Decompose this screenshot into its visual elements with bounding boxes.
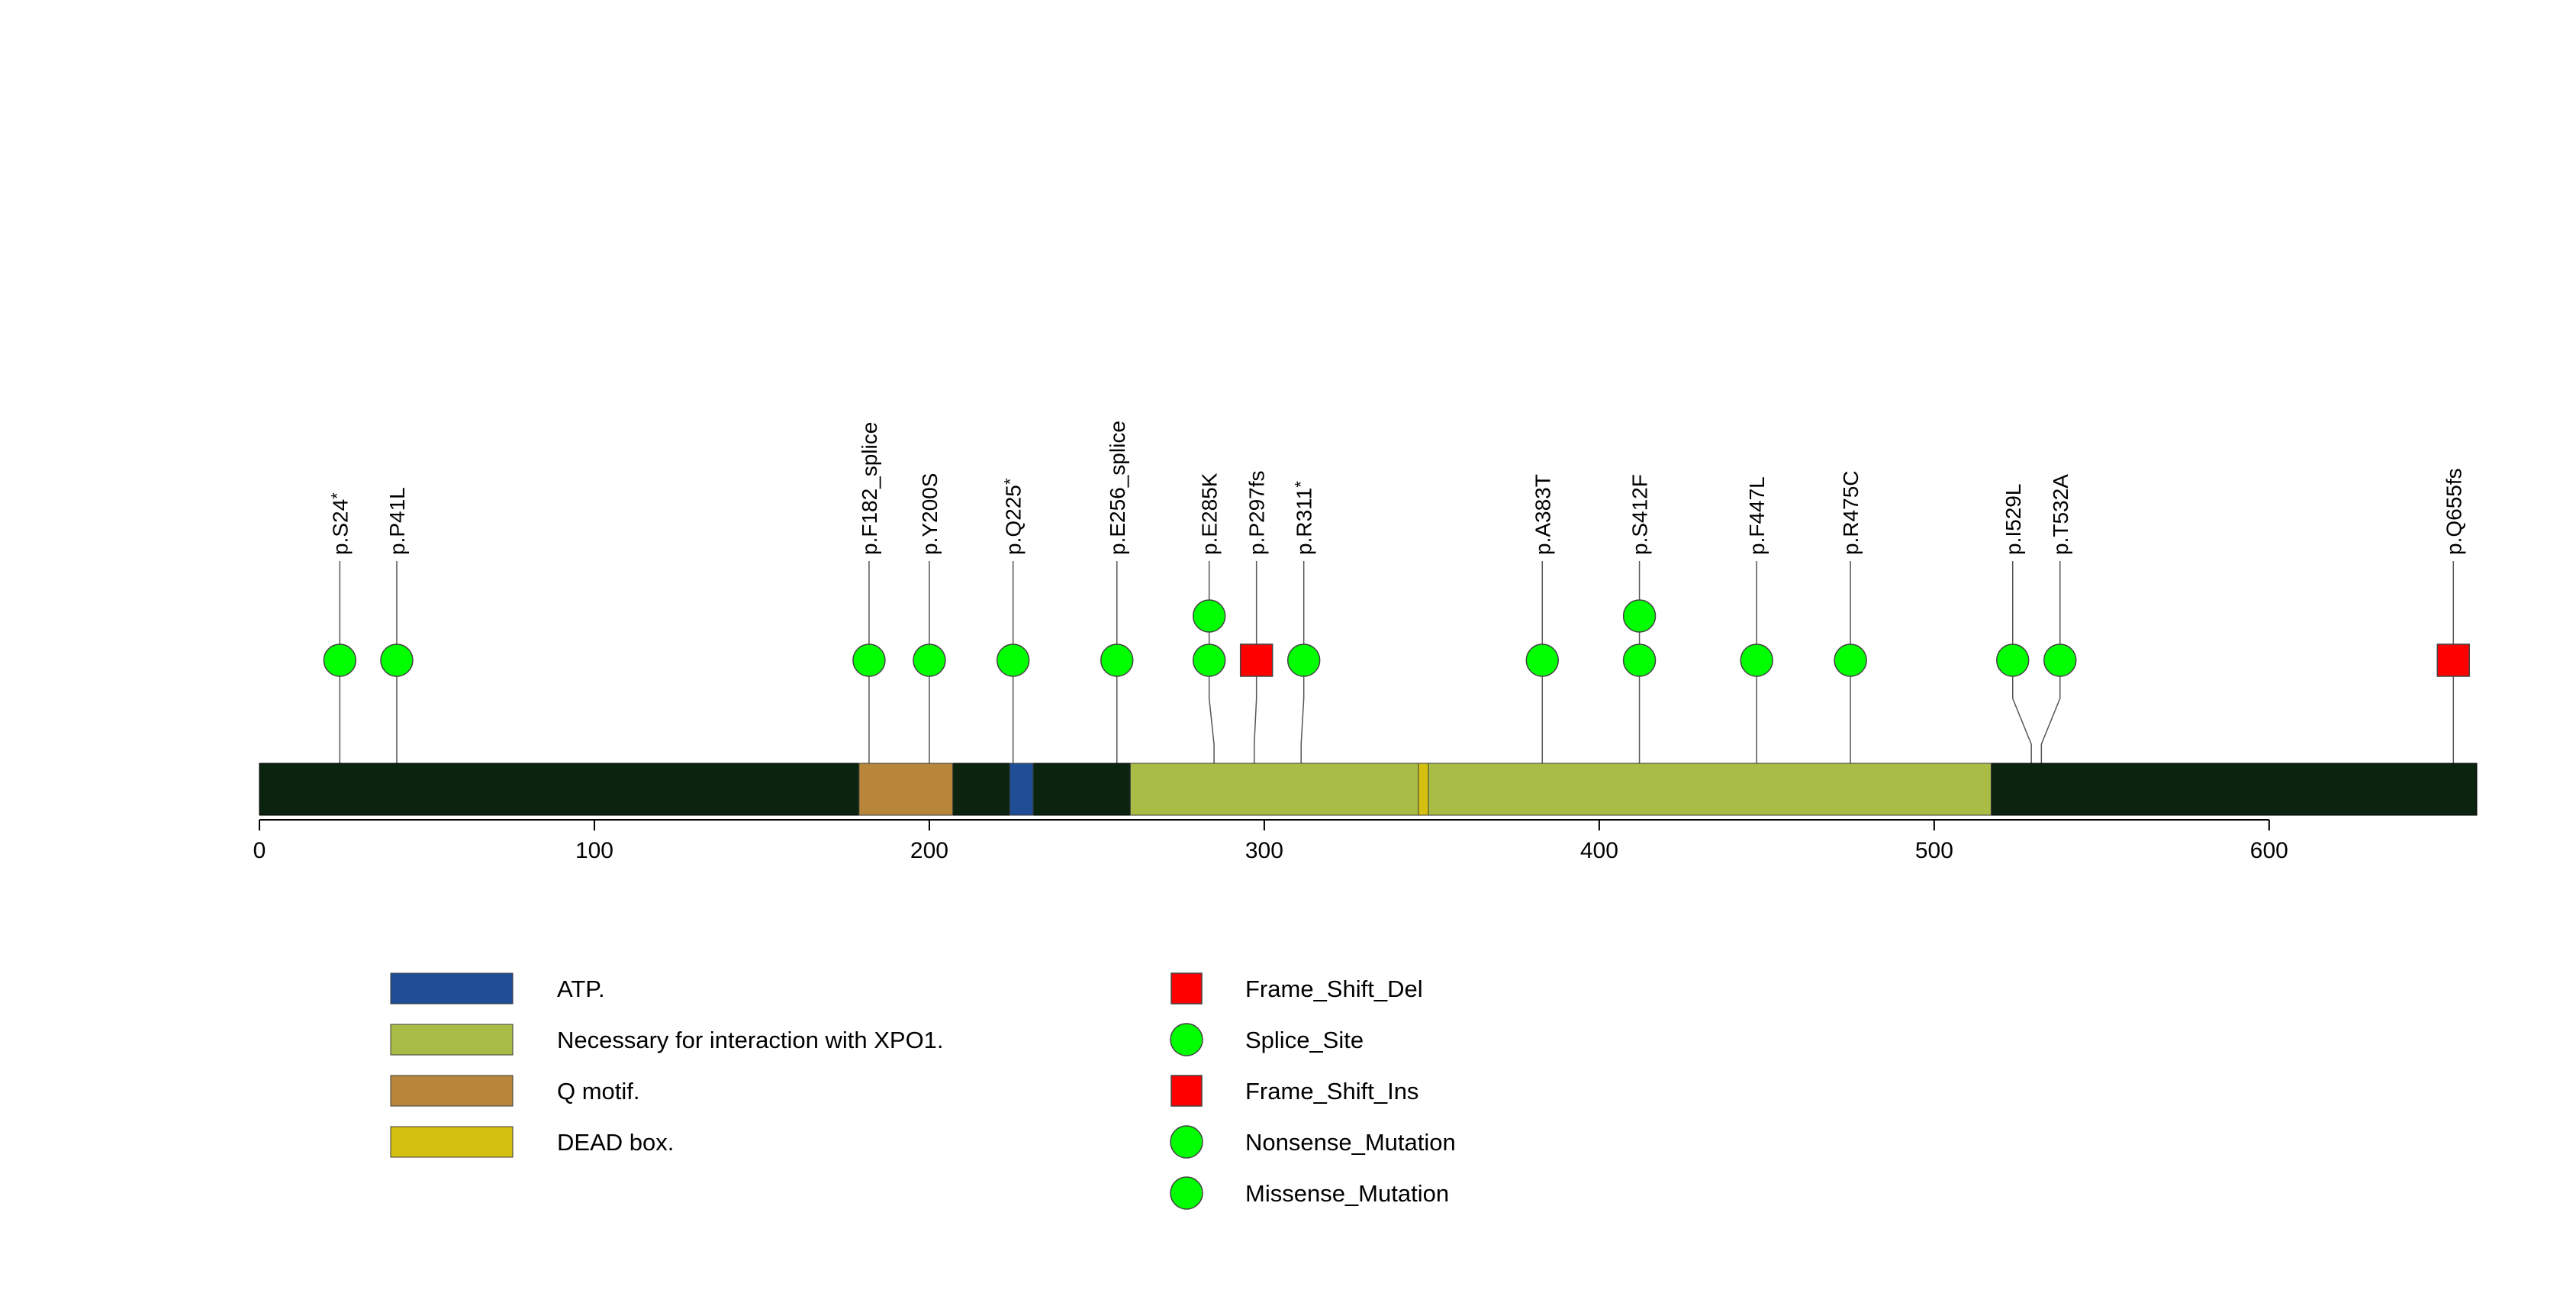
legend-mutation-type-label: Frame_Shift_Ins	[1245, 1078, 1418, 1105]
x-tick-label: 300	[1245, 838, 1283, 863]
mutation-label: p.T532A	[2049, 474, 2072, 555]
mutation-label: p.P41L	[385, 487, 409, 555]
x-axis: 0 100 200 300 400 500 600	[253, 819, 2288, 863]
mutation-label: p.E285K	[1198, 472, 1222, 555]
nonsense-asterisk: *	[327, 492, 346, 499]
mutation-label: p.S24*	[327, 492, 352, 555]
x-tick-label: 600	[2250, 838, 2288, 863]
legend-square-icon	[1170, 972, 1203, 1005]
legend-mutation-type-label: Splice_Site	[1245, 1027, 1364, 1053]
x-tick-label: 500	[1915, 838, 1953, 863]
x-tick-label: 400	[1580, 838, 1618, 863]
x-tick-label: 0	[253, 838, 266, 863]
domain-q-motif	[858, 763, 954, 816]
legend: ATP. Necessary for interaction with XPO1.…	[390, 972, 1456, 1210]
mutation-label: p.Q225*	[1001, 478, 1026, 555]
legend-domain-label: Q motif.	[557, 1078, 640, 1105]
mutation-marker-circle[interactable]	[1622, 599, 1657, 633]
x-tick-label: 200	[910, 838, 948, 863]
mutation-marker-square[interactable]	[1239, 643, 1274, 677]
legend-circle-icon	[1170, 1176, 1203, 1210]
mutation-label: p.R475C	[1839, 470, 1863, 555]
mutation-label: p.E256_splice	[1106, 421, 1129, 555]
legend-circle-icon	[1170, 1023, 1203, 1056]
nonsense-asterisk: *	[1001, 478, 1020, 485]
mutation-marker-circle[interactable]	[323, 643, 357, 677]
mutation-marker-circle[interactable]	[913, 643, 946, 677]
mutation-marker-circle[interactable]	[1192, 643, 1226, 677]
mutation-label: p.R311*	[1292, 481, 1316, 555]
mutation-markers	[323, 599, 2471, 677]
mutation-marker-circle[interactable]	[1100, 643, 1134, 677]
legend-square-icon	[1170, 1075, 1203, 1107]
mutation-label: p.F182_splice	[858, 422, 881, 555]
mutation-marker-circle[interactable]	[1740, 643, 1773, 677]
protein-backbone-group	[259, 763, 2478, 816]
x-tick-label: 100	[575, 838, 613, 863]
mutation-marker-circle[interactable]	[996, 643, 1030, 677]
mutation-marker-circle[interactable]	[1996, 643, 2030, 677]
mutation-marker-square[interactable]	[2436, 643, 2471, 677]
mutation-label: p.P297fs	[1245, 470, 1269, 555]
mutation-label: p.S412F	[1628, 474, 1652, 555]
mutation-marker-circle[interactable]	[1525, 643, 1560, 677]
mutation-labels: p.S24* p.P41L p.F182_splice p.Y200S p.Q225* p…	[327, 421, 2465, 555]
legend-domain-swatch	[390, 1075, 514, 1107]
mutation-marker-circle[interactable]	[1834, 643, 1867, 677]
mutation-marker-circle[interactable]	[852, 643, 886, 677]
legend-domain-label: ATP.	[557, 976, 605, 1002]
domain-atp	[1009, 763, 1034, 816]
nonsense-asterisk: *	[1292, 481, 1311, 488]
legend-domain-label: DEAD box.	[557, 1129, 674, 1156]
mutation-marker-circle[interactable]	[1192, 599, 1226, 633]
domain-dead-box	[1418, 763, 1429, 816]
legend-domain-swatch	[390, 1126, 514, 1158]
mutation-marker-circle[interactable]	[1622, 643, 1657, 677]
legend-domain-swatch	[390, 1024, 514, 1056]
mutation-label: p.A383T	[1531, 474, 1554, 555]
legend-mutation-type-label: Nonsense_Mutation	[1245, 1129, 1456, 1156]
mutation-marker-circle[interactable]	[380, 643, 414, 677]
legend-domain-swatch	[390, 972, 514, 1005]
legend-mutation-type-label: Missense_Mutation	[1245, 1180, 1449, 1207]
mutation-marker-circle[interactable]	[2043, 643, 2077, 677]
mutation-marker-circle[interactable]	[1286, 643, 1321, 677]
mutation-label: p.Q655fs	[2442, 468, 2465, 555]
legend-mutation-type-label: Frame_Shift_Del	[1245, 976, 1423, 1002]
legend-circle-icon	[1170, 1125, 1203, 1159]
legend-domain-label: Necessary for interaction with XPO1.	[557, 1027, 944, 1053]
mutation-label: p.Y200S	[918, 473, 942, 555]
mutation-label: p.F447L	[1745, 476, 1769, 555]
mutation-label: p.I529L	[2001, 484, 2025, 555]
domain-necessary-for-interaction-with-xpo1	[1129, 763, 1992, 816]
